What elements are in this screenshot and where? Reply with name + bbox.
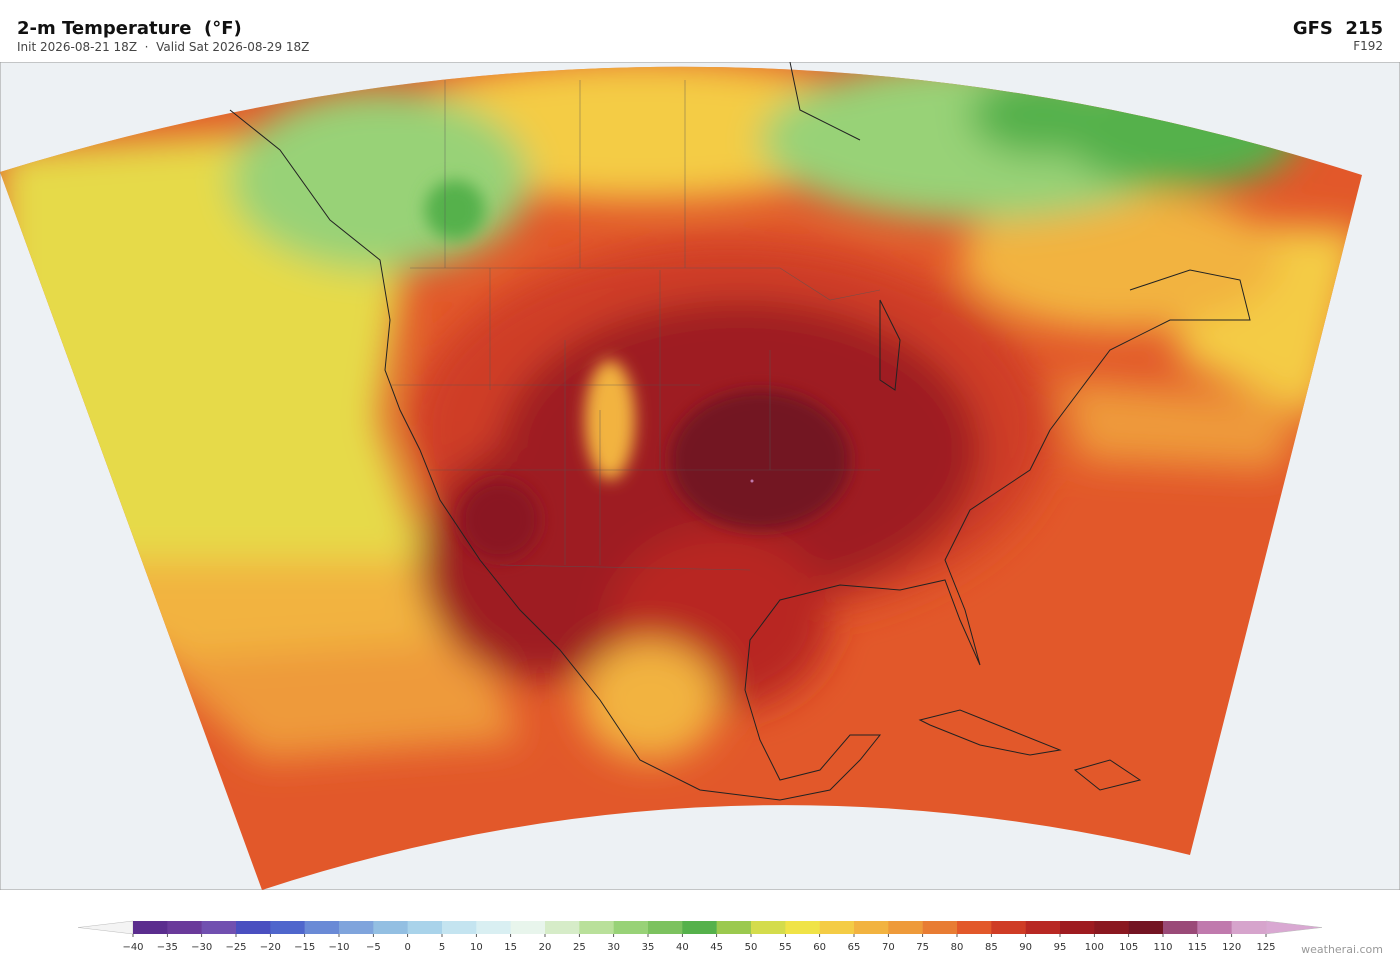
colorbar-bin	[1163, 921, 1198, 934]
colorbar-tick-label: −30	[191, 942, 212, 953]
colorbar-tick-label: 0	[404, 942, 410, 953]
colorbar-bin	[373, 921, 408, 934]
colorbar-extend-low	[77, 920, 134, 935]
colorbar-bin	[1025, 921, 1061, 934]
colorbar-bin	[133, 921, 168, 934]
colorbar-bin	[236, 921, 271, 934]
map-point	[750, 479, 754, 483]
colorbar-tick-label: 90	[1019, 942, 1032, 953]
colorbar-bin	[751, 921, 786, 934]
borders	[390, 80, 881, 571]
colorbar-tick-label: 65	[848, 942, 861, 953]
colorbar-tick-label: −15	[294, 942, 315, 953]
colorbar: −40 −35 −30 −25 −20 −15 −10 −5 0 5 10 15 20 25 30 35 40 4…	[77, 920, 1323, 953]
map-area	[0, 62, 1400, 890]
colorbar-bin	[785, 921, 820, 934]
colorbar-tick-label: −35	[157, 942, 178, 953]
colorbar-tick-label: 125	[1256, 942, 1275, 953]
colorbar-tick-label: 25	[573, 942, 586, 953]
colorbar-bin	[510, 921, 546, 934]
colorbar-tick-label: −25	[225, 942, 246, 953]
colorbar-bin	[579, 921, 614, 934]
colorbar-tick-label: 80	[951, 942, 964, 953]
colorbar-tick-label: 35	[642, 942, 655, 953]
colorbar-bin	[991, 921, 1026, 934]
colorbar-tick-label: 75	[916, 942, 929, 953]
colorbar-bin	[922, 921, 958, 934]
colorbar-bin	[545, 921, 580, 934]
colorbar-bin	[648, 921, 683, 934]
colorbar-tick-label: 55	[779, 942, 792, 953]
colorbar-tick-label: 110	[1153, 942, 1172, 953]
model-label: GFS 215	[1293, 18, 1383, 39]
colorbar-bin	[888, 921, 923, 934]
colorbar-tick-label: 50	[745, 942, 758, 953]
colorbar-tick-label: 95	[1054, 942, 1067, 953]
temperature-field	[0, 66, 1362, 890]
colorbar-bin	[270, 921, 305, 934]
colorbar-tick-label: 115	[1188, 942, 1207, 953]
coastlines	[229, 62, 1251, 801]
colorbar-tick-label: 40	[676, 942, 689, 953]
colorbar-tick-label: 105	[1119, 942, 1138, 953]
map-subtitle: Init 2026-08-21 18Z · Valid Sat 2026-08-…	[17, 40, 309, 54]
colorbar-tick-label: −20	[260, 942, 281, 953]
colorbar-bin	[716, 921, 752, 934]
colorbar-bin	[1060, 921, 1095, 934]
colorbar-tick-label: 85	[985, 942, 998, 953]
colorbar-bin	[442, 921, 477, 934]
colorbar-bin	[304, 921, 340, 934]
forecast-hour: F192	[1353, 39, 1383, 53]
colorbar-tick-label: 100	[1085, 942, 1104, 953]
watermark: weatherai.com	[1301, 943, 1383, 956]
colorbar-bin	[613, 921, 649, 934]
colorbar-tick-label: 60	[813, 942, 826, 953]
colorbar-bin	[819, 921, 855, 934]
colorbar-bin	[476, 921, 511, 934]
colorbar-bin	[167, 921, 202, 934]
colorbar-bin	[1094, 921, 1129, 934]
colorbar-extend-high	[1265, 920, 1323, 935]
colorbar-bin	[957, 921, 992, 934]
colorbar-tick-label: 45	[710, 942, 723, 953]
colorbar-bin	[1197, 921, 1232, 934]
colorbar-bin	[1128, 921, 1164, 934]
colorbar-tick-label: 15	[504, 942, 517, 953]
map-title: 2-m Temperature (°F)	[17, 18, 242, 39]
colorbar-bin	[407, 921, 443, 934]
colorbar-bin	[1231, 921, 1267, 934]
colorbar-tick-label: 20	[539, 942, 552, 953]
colorbar-tick-label: −10	[328, 942, 349, 953]
colorbar-bin	[854, 921, 889, 934]
colorbar-bin	[682, 921, 717, 934]
colorbar-bin	[201, 921, 237, 934]
colorbar-tick-label: −40	[122, 942, 143, 953]
colorbar-tick-label: 120	[1222, 942, 1241, 953]
colorbar-tick-label: 70	[882, 942, 895, 953]
colorbar-tick-label: −5	[366, 942, 381, 953]
colorbar-tick-label: 5	[439, 942, 445, 953]
colorbar-tick-label: 10	[470, 942, 483, 953]
colorbar-bin	[339, 921, 374, 934]
colorbar-tick-label: 30	[607, 942, 620, 953]
